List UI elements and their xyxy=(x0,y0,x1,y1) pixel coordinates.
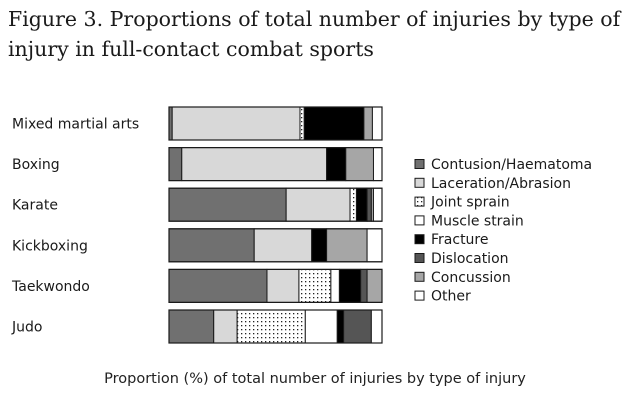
segment-mixed-martial-arts-other xyxy=(371,106,383,141)
segment-karate-contusion-haematoma xyxy=(168,187,287,222)
legend-item-fracture: Fracture xyxy=(414,232,489,248)
legend-item-contusion-haematoma: Contusion/Haematoma xyxy=(414,157,592,173)
segment-karate-other xyxy=(372,187,383,222)
segment-taekwondo-contusion-haematoma xyxy=(168,268,268,303)
segment-boxing-contusion-haematoma xyxy=(168,147,183,182)
segment-taekwondo-muscle-strain xyxy=(330,268,340,303)
bar-karate xyxy=(168,187,383,222)
bar-outline-mixed-martial-arts xyxy=(168,106,383,141)
segment-taekwondo-laceration-abrasion xyxy=(266,268,300,303)
segment-mixed-martial-arts-fracture xyxy=(303,106,365,141)
legend-label-joint-sprain: Joint sprain xyxy=(430,195,510,211)
segment-taekwondo-dislocation xyxy=(360,268,368,303)
segment-kickboxing-fracture xyxy=(311,228,328,263)
x-axis-label: Proportion (%) of total number of injuri… xyxy=(104,371,526,387)
bar-kickboxing xyxy=(168,228,383,263)
segment-judo-laceration-abrasion xyxy=(213,309,238,344)
segment-judo-dislocation xyxy=(343,309,372,344)
segment-boxing-fracture xyxy=(326,147,347,182)
category-label-karate: Karate xyxy=(12,198,58,214)
legend-label-laceration-abrasion: Laceration/Abrasion xyxy=(431,176,571,192)
segment-judo-muscle-strain xyxy=(304,309,338,344)
category-label-taekwondo: Taekwondo xyxy=(11,279,90,295)
segment-judo-contusion-haematoma xyxy=(168,309,215,344)
segment-mixed-martial-arts-concussion xyxy=(363,106,373,141)
segment-judo-joint-sprain xyxy=(236,309,306,344)
bar-outline-judo xyxy=(168,309,383,344)
legend-swatch-joint-sprain xyxy=(414,196,425,207)
legend-label-dislocation: Dislocation xyxy=(431,251,509,267)
bar-outline-karate xyxy=(168,187,383,222)
bar-outline-taekwondo xyxy=(168,268,383,303)
segment-kickboxing-concussion xyxy=(326,228,368,263)
segment-kickboxing-other xyxy=(366,228,383,263)
bar-taekwondo xyxy=(168,268,383,303)
segment-mixed-martial-arts-laceration-abrasion xyxy=(171,106,301,141)
segment-taekwondo-fracture xyxy=(338,268,362,303)
category-label-judo: Judo xyxy=(11,320,42,336)
segment-taekwondo-joint-sprain xyxy=(298,268,332,303)
legend-label-concussion: Concussion xyxy=(431,270,511,286)
legend-label-muscle-strain: Muscle strain xyxy=(431,213,524,229)
bar-mixed-martial-arts xyxy=(168,106,383,141)
segment-karate-joint-sprain xyxy=(349,187,357,222)
legend-swatch-laceration-abrasion xyxy=(414,177,425,188)
bar-outline-kickboxing xyxy=(168,228,383,263)
legend-swatch-concussion xyxy=(414,271,425,282)
legend-label-contusion-haematoma: Contusion/Haematoma xyxy=(431,157,592,173)
legend-swatch-dislocation xyxy=(414,253,425,263)
bar-boxing xyxy=(168,147,383,182)
segment-judo-other xyxy=(370,309,383,344)
legend-label-other: Other xyxy=(431,289,471,305)
legend-item-laceration-abrasion: Laceration/Abrasion xyxy=(414,176,571,192)
segment-kickboxing-contusion-haematoma xyxy=(168,228,255,263)
legend-item-concussion: Concussion xyxy=(414,270,511,286)
legend-item-joint-sprain: Joint sprain xyxy=(414,195,510,211)
category-label-kickboxing: Kickboxing xyxy=(12,238,88,254)
legend-swatch-fracture xyxy=(414,234,425,245)
legend-item-dislocation: Dislocation xyxy=(414,251,509,267)
segment-mixed-martial-arts-joint-sprain xyxy=(299,106,305,141)
bar-outline-boxing xyxy=(168,147,383,182)
stacked-bar-chart: Mixed martial arts Boxing Karate Kickboxing… xyxy=(11,106,592,344)
legend-swatch-other xyxy=(414,290,425,301)
segment-kickboxing-laceration-abrasion xyxy=(253,228,313,263)
legend-label-fracture: Fracture xyxy=(431,232,489,248)
segment-karate-dislocation xyxy=(366,187,372,222)
segment-taekwondo-concussion xyxy=(366,268,383,303)
legend-swatch-muscle-strain xyxy=(414,215,425,226)
segment-karate-laceration-abrasion xyxy=(285,187,351,222)
legend: Contusion/Haematoma Laceration/Abrasion Jo… xyxy=(414,157,592,305)
segment-boxing-laceration-abrasion xyxy=(181,147,328,182)
chart-title: Figure 3. Proportions of total number of… xyxy=(8,7,621,61)
legend-item-muscle-strain: Muscle strain xyxy=(414,213,524,229)
category-label-boxing: Boxing xyxy=(12,157,60,173)
segment-judo-fracture xyxy=(336,309,345,344)
legend-swatch-contusion-haematoma xyxy=(414,159,425,169)
legend-item-other: Other xyxy=(414,289,471,305)
segment-karate-fracture xyxy=(355,187,368,222)
bars-layer: Mixed martial arts Boxing Karate Kickboxing… xyxy=(11,106,383,344)
category-label-mixed-martial-arts: Mixed martial arts xyxy=(12,117,139,133)
segment-boxing-other xyxy=(372,147,383,182)
bar-judo xyxy=(168,309,383,344)
segment-boxing-concussion xyxy=(345,147,374,182)
